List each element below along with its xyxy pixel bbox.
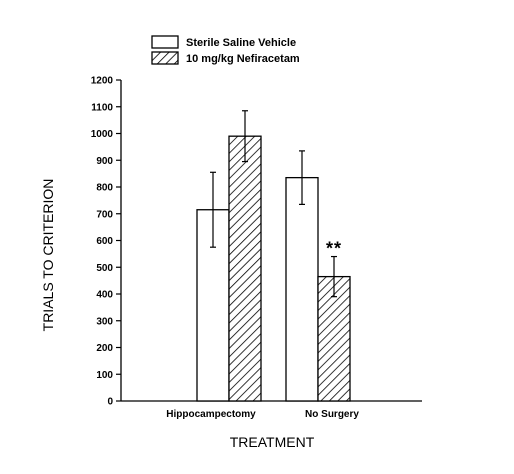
error-bars — [210, 110, 337, 298]
bars — [196, 135, 351, 402]
bar — [285, 176, 319, 402]
category-labels: Hippocampectomy No Surgery — [166, 409, 359, 420]
y-tick-label: 600 — [96, 236, 113, 247]
y-tick-label: 0 — [107, 397, 113, 408]
legend-label: 10 mg/kg Nefiracetam — [186, 53, 300, 65]
legend-swatch — [151, 35, 179, 49]
y-tick-label: 100 — [96, 370, 113, 381]
category-label: No Surgery — [305, 409, 359, 420]
y-tick-label: 300 — [96, 316, 113, 327]
annotations: ** — [326, 239, 342, 259]
y-tick-label: 1100 — [91, 102, 113, 113]
y-tick-label: 1200 — [91, 76, 114, 87]
significance-annotation: ** — [326, 239, 342, 259]
category-label: Hippocampectomy — [166, 409, 256, 420]
legend-label: Sterile Saline Vehicle — [186, 37, 296, 49]
y-tick-label: 400 — [96, 290, 113, 301]
x-axis-title: TREATMENT — [230, 434, 315, 450]
y-tick-label: 800 — [96, 183, 113, 194]
y-tick-label: 900 — [96, 156, 113, 167]
y-tick-label: 700 — [96, 209, 113, 220]
y-tick-label: 1000 — [91, 129, 114, 140]
legend-swatch — [151, 51, 179, 65]
y-axis-title: TRIALS TO CRITERION — [40, 179, 56, 332]
legend: Sterile Saline Vehicle 10 mg/kg Nefiracet… — [151, 35, 300, 65]
bar — [228, 135, 262, 402]
y-ticks: 0 100 200 300 400 500 600 700 800 900 1000 1100 1200 — [91, 76, 121, 408]
y-tick-label: 200 — [96, 343, 113, 354]
y-tick-label: 500 — [96, 263, 113, 274]
